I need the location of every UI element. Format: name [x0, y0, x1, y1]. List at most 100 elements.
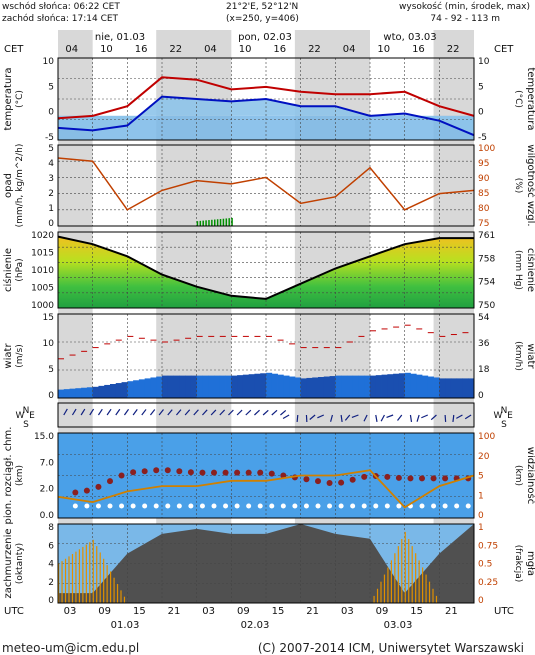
cloud-top-dot [187, 469, 194, 476]
wind-arrow [386, 414, 394, 418]
right-tick: 0.25 [478, 578, 498, 588]
date-label-bottom: 02.03 [241, 620, 270, 631]
right-tick: 90 [478, 174, 490, 184]
cloud-top-dot [430, 475, 437, 482]
cloud-top-dot [153, 467, 160, 474]
cloud-base-dot [199, 503, 205, 509]
cloud-base-dot [165, 503, 171, 509]
rain-bar [208, 220, 210, 226]
wind-arrow [106, 408, 112, 416]
humidity-line [57, 157, 475, 211]
wind-bar [422, 375, 429, 398]
wind-arrow [397, 414, 403, 421]
fog-bar [387, 567, 389, 603]
cloud-top-dot [176, 468, 183, 475]
right-tick: 0 [478, 596, 484, 606]
wind-bar [370, 375, 377, 398]
left-axis-title: temperatura [3, 67, 14, 130]
cloud-base-dot [257, 503, 263, 509]
wind-arrow [158, 409, 164, 416]
cloud-top-dot [338, 479, 345, 486]
wind-bar [381, 374, 388, 398]
fog-bar [408, 539, 410, 603]
wind-bar [266, 372, 273, 398]
wind-bar [104, 384, 111, 398]
hour-label-bottom: 03 [202, 606, 215, 617]
wind-bar [433, 377, 440, 398]
fog-bar [61, 561, 63, 603]
fog-bar [96, 546, 98, 603]
wind-bar [468, 378, 475, 398]
fog-bar [432, 588, 434, 603]
wind-bar [156, 376, 163, 398]
fog-bar [110, 571, 112, 603]
fog-bar [390, 560, 392, 603]
left-tick: 0 [48, 108, 54, 118]
wind-bar [167, 375, 174, 398]
wind-bar [462, 378, 469, 398]
left-tick: 1000 [31, 301, 54, 311]
wind-arrow [210, 409, 217, 416]
rain-bar [211, 219, 213, 226]
sunrise-text: wschód słońca: 06:22 CET [2, 1, 120, 12]
wind-bar [456, 378, 463, 398]
wind-arrow [193, 409, 199, 416]
cloud-top-dot [72, 489, 79, 496]
wind-arrow [89, 408, 95, 416]
wind-bar [306, 377, 313, 398]
compass-e-left: E [29, 411, 35, 421]
left-tick: 3 [48, 174, 54, 184]
left-axis-title: zachmurzenie [3, 528, 14, 598]
right-axis-title: widzialność [525, 447, 535, 504]
left-tick: 1015 [31, 249, 54, 259]
right-tick: 0 [478, 511, 484, 521]
cloud-top-dot [419, 475, 425, 482]
fog-bar [397, 546, 399, 603]
fog-bar [418, 560, 420, 603]
cloud-base-dot [280, 503, 286, 509]
right-tick: 100 [478, 144, 495, 154]
left-axis-unit: (hPa) [15, 258, 25, 281]
right-tick: 18 [478, 365, 490, 375]
wind-bar [404, 372, 411, 398]
fog-bar [106, 565, 108, 603]
cloud-base-dot [442, 503, 448, 509]
cloud-base-dot [211, 503, 217, 509]
left-axis-title: opad [3, 173, 14, 198]
fog-bar [376, 588, 379, 603]
right-tick: 95 [478, 159, 489, 169]
wind-bar [121, 382, 128, 398]
right-axis-title: wiatr [525, 343, 535, 369]
wind-bar [294, 377, 302, 398]
left-axis-unit: (mm/h, kg/m^2/h) [15, 144, 25, 228]
wind-bar [115, 383, 122, 398]
hour-label-bottom: 15 [272, 606, 285, 617]
wind-bar [335, 375, 342, 398]
right-tick: 20 [478, 452, 490, 462]
cloud-base-dot [95, 503, 101, 509]
right-axis-title: wilgotność wzgl. [525, 144, 535, 226]
cloud-top-dot [303, 476, 310, 483]
sunset-text: zachód słońca: 17:14 CET [2, 13, 119, 24]
footer-email[interactable]: meteo-um@icm.edu.pl [2, 641, 139, 655]
cloud-base-dot [130, 503, 136, 509]
fog-bar [92, 539, 94, 603]
left-tick: 7.0 [40, 458, 55, 468]
wind-arrow [219, 409, 226, 416]
hour-label-top: 16 [135, 44, 148, 55]
left-tick: 1020 [31, 231, 54, 241]
cloud-top-dot [130, 469, 137, 476]
right-axis-unit: (km/h) [513, 341, 523, 371]
left-tick: 6 [48, 541, 54, 551]
wind-arrow [330, 414, 334, 422]
compass-e-right: E [507, 411, 513, 421]
rain-bar [199, 220, 202, 226]
right-tick: 36 [478, 339, 490, 349]
date-label-bottom: 03.03 [384, 620, 413, 631]
left-tick: 5 [48, 82, 54, 92]
wind-arrow [421, 414, 429, 419]
wind-arrow [115, 408, 121, 416]
left-axis-unit: (m/s) [15, 344, 25, 368]
wind-bar [329, 376, 336, 398]
